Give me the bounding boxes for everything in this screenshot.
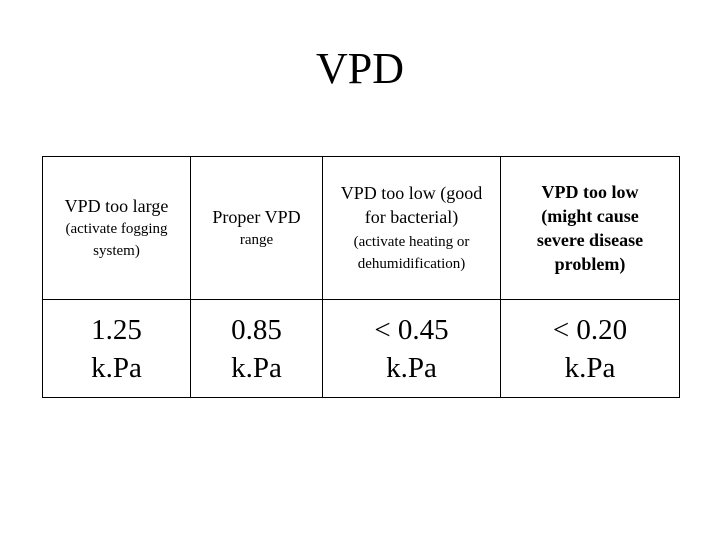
value-cell: 0.85 k.Pa [190, 299, 323, 398]
header-main-text: VPD too low (might cause severe disease … [536, 182, 644, 274]
header-cell-too-low-disease: VPD too low (might cause severe disease … [500, 156, 680, 300]
value-number: 0.85 [231, 313, 282, 346]
header-cell-proper: Proper VPD range [190, 156, 323, 300]
value-cell: 1.25 k.Pa [42, 299, 191, 398]
value-cell: < 0.45 k.Pa [322, 299, 501, 398]
value-unit: k.Pa [386, 351, 437, 384]
value-cell: < 0.20 k.Pa [500, 299, 680, 398]
value-number: < 0.45 [374, 313, 449, 346]
header-main-text: Proper VPD [212, 207, 301, 227]
value-unit: k.Pa [231, 351, 282, 384]
header-cell-too-low-bacterial: VPD too low (good for bacterial) (activa… [322, 156, 501, 300]
page-title: VPD [315, 44, 405, 93]
vpd-table: VPD too large (activate fogging system) … [42, 156, 680, 398]
value-unit: k.Pa [564, 351, 616, 384]
header-main-text: VPD too large [64, 196, 169, 216]
header-cell-too-large: VPD too large (activate fogging system) [42, 156, 191, 300]
header-sub-text: range [239, 232, 274, 248]
header-sub-text: (activate heating or dehumidification) [353, 234, 470, 272]
value-number: < 0.20 [552, 313, 628, 346]
table-value-row: 1.25 k.Pa 0.85 k.Pa < 0.45 k.Pa < 0.20 k… [42, 299, 680, 398]
value-unit: k.Pa [91, 351, 142, 384]
table-header-row: VPD too large (activate fogging system) … [42, 156, 680, 300]
header-main-text: VPD too low (good for bacterial) [340, 183, 483, 227]
value-number: 1.25 [91, 313, 142, 346]
header-sub-text: (activate fogging system) [65, 221, 168, 259]
